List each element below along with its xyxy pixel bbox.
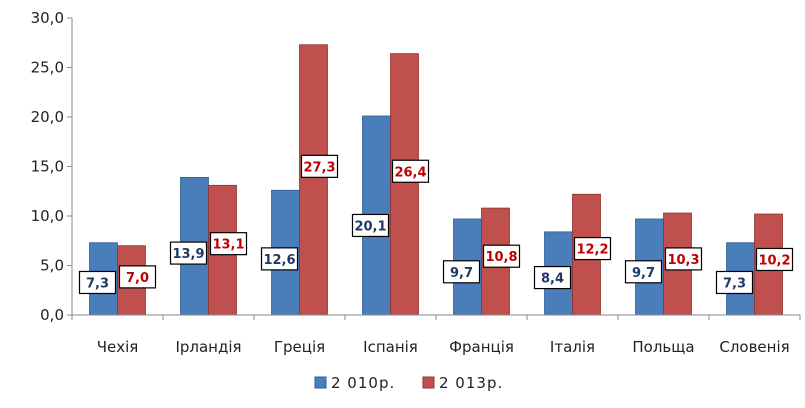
- bar-2013: [299, 44, 328, 316]
- data-label-2013: 27,3: [300, 154, 339, 178]
- y-tick-label: 0,0: [40, 306, 64, 324]
- data-label-2013: 12,2: [573, 236, 612, 261]
- data-label-box: [482, 244, 521, 268]
- data-label-box: [351, 213, 390, 238]
- category-label: Ірландія: [175, 338, 241, 356]
- data-label-box: [573, 236, 612, 261]
- data-label-text: 13,9: [172, 247, 204, 262]
- category-label: Іспанія: [363, 338, 418, 356]
- data-label-box: [624, 260, 663, 284]
- data-label-text: 8,4: [541, 272, 564, 287]
- category-label: Словенія: [719, 338, 789, 356]
- data-label-2010: 7,3: [715, 270, 754, 295]
- y-axis: 0,0 5,0 10,0 15,0 20,0 25,0 30,0: [31, 9, 73, 324]
- data-label-box: [442, 260, 481, 284]
- bar-2013: [390, 53, 419, 316]
- data-label-box: [260, 247, 299, 271]
- y-tick-label: 10,0: [31, 207, 64, 225]
- data-label-box: [118, 265, 157, 289]
- data-label-text: 7,0: [126, 271, 149, 286]
- data-label-2010: 12,6: [260, 247, 299, 271]
- legend: 2 010р. 2 013р.: [314, 374, 503, 392]
- y-tick-label: 15,0: [31, 158, 64, 176]
- legend-label-2013: 2 013р.: [439, 374, 503, 392]
- category-label: Польща: [632, 338, 694, 356]
- data-label-text: 26,4: [394, 165, 426, 180]
- x-axis: Чехія Ірландія Греція Іспанія Франція Італія П…: [71, 314, 801, 356]
- y-tick-label: 5,0: [40, 257, 64, 275]
- data-label-2010: 8,4: [533, 265, 572, 290]
- data-label-text: 9,7: [632, 266, 655, 281]
- data-label-box: [755, 247, 794, 272]
- data-label-2010: 7,3: [78, 270, 117, 295]
- bars: [89, 44, 783, 316]
- data-label-2010: 13,9: [169, 241, 208, 265]
- data-label-text: 9,7: [450, 266, 473, 281]
- data-label-box: [300, 154, 339, 178]
- data-label-2013: 7,0: [118, 265, 157, 289]
- data-label-text: 10,3: [667, 253, 699, 268]
- data-label-2013: 10,2: [755, 247, 794, 272]
- data-label-text: 10,8: [485, 250, 517, 265]
- legend-swatch-2013: [422, 376, 435, 389]
- legend-swatch-2010: [314, 376, 327, 389]
- data-label-box: [209, 232, 248, 256]
- category-label: Італія: [550, 338, 595, 356]
- data-label-box: [391, 159, 430, 183]
- data-label-2013: 10,3: [664, 247, 703, 271]
- data-label-2010: 9,7: [442, 260, 481, 284]
- data-label-text: 12,6: [263, 253, 295, 268]
- data-label-2013: 10,8: [482, 244, 521, 268]
- data-label-text: 13,1: [212, 238, 244, 253]
- data-label-text: 12,2: [576, 243, 608, 258]
- category-label: Греція: [274, 338, 325, 356]
- data-labels: 7,3 13,9 12,6 20,1 9,7 8,4 9,7 7,3 7,0 13,1 27,3 26…: [78, 154, 794, 295]
- data-label-2010: 9,7: [624, 260, 663, 284]
- data-label-box: [169, 241, 208, 265]
- data-label-2013: 13,1: [209, 232, 248, 256]
- data-label-box: [78, 270, 117, 295]
- data-label-2013: 26,4: [391, 159, 430, 183]
- data-label-box: [664, 247, 703, 271]
- data-label-text: 7,3: [723, 276, 746, 291]
- category-label: Франція: [449, 338, 514, 356]
- data-label-2010: 20,1: [351, 213, 390, 238]
- data-label-text: 7,3: [86, 276, 109, 291]
- data-label-text: 10,2: [758, 253, 790, 268]
- y-tick-label: 25,0: [31, 59, 64, 77]
- y-tick-label: 30,0: [31, 9, 64, 27]
- category-label: Чехія: [97, 338, 139, 356]
- legend-label-2010: 2 010р.: [331, 374, 395, 392]
- data-label-box: [533, 265, 572, 290]
- y-tick-label: 20,0: [31, 108, 64, 126]
- data-label-text: 20,1: [354, 219, 386, 234]
- data-label-box: [715, 270, 754, 295]
- data-label-text: 27,3: [303, 160, 335, 175]
